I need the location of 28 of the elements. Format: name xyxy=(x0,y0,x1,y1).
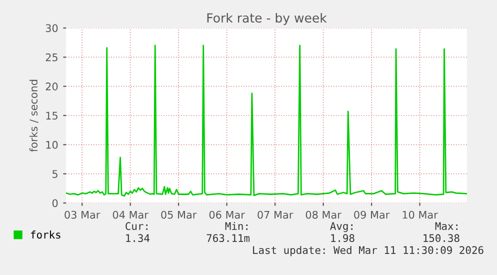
x-tick-label: 10 Mar xyxy=(402,210,438,219)
text: Last update: Wed Mar 11 11:30:09 2026 xyxy=(253,246,484,256)
x-tick-label: 08 Mar xyxy=(306,210,342,219)
x-tick-label: 05 Mar xyxy=(161,210,197,219)
y-tick-label: 20 xyxy=(46,82,58,90)
y-tick-label: 10 xyxy=(46,140,58,149)
y-tick-label: 15 xyxy=(46,112,58,120)
text: Max: xyxy=(435,222,458,230)
chart-title: Fork rate - by week xyxy=(207,12,327,26)
y-tick-label: 25 xyxy=(46,53,58,62)
y-tick-label: 0 xyxy=(52,199,58,208)
text: 1.98 xyxy=(331,234,354,242)
text: Cur: xyxy=(126,222,148,230)
x-tick-label: 09 Mar xyxy=(354,210,390,219)
x-tick-label: 04 Mar xyxy=(112,210,148,219)
text: Avg: xyxy=(330,222,352,232)
text: 150.38 xyxy=(424,234,460,242)
text: 763.11m xyxy=(206,234,250,242)
legend-label: forks xyxy=(30,230,60,239)
x-tick-label: 03 Mar xyxy=(64,210,100,219)
y-tick-label: 30 xyxy=(46,24,58,32)
text: 1.34 xyxy=(126,234,150,242)
text: Min: xyxy=(225,222,248,230)
y-axis-title: forks / second xyxy=(29,80,38,152)
x-tick-label: 07 Mar xyxy=(258,210,294,219)
line-series xyxy=(66,44,467,197)
y-tick-label: 5 xyxy=(52,170,58,178)
x-tick-label: 06 Mar xyxy=(209,210,245,219)
